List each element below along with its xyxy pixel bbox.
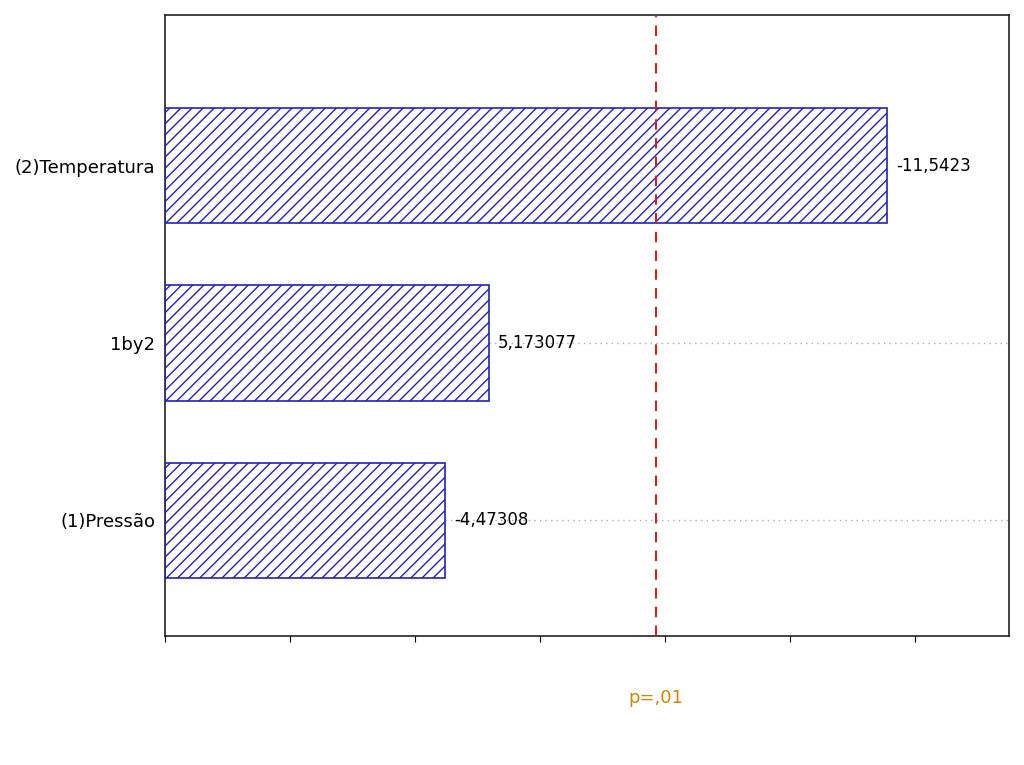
Bar bbox=[165, 108, 887, 223]
Text: -4,47308: -4,47308 bbox=[455, 511, 528, 529]
Bar bbox=[165, 463, 444, 578]
Bar bbox=[165, 285, 488, 401]
Text: -11,5423: -11,5423 bbox=[896, 157, 971, 174]
Text: p=,01: p=,01 bbox=[629, 688, 683, 707]
Text: 5,173077: 5,173077 bbox=[498, 334, 578, 352]
